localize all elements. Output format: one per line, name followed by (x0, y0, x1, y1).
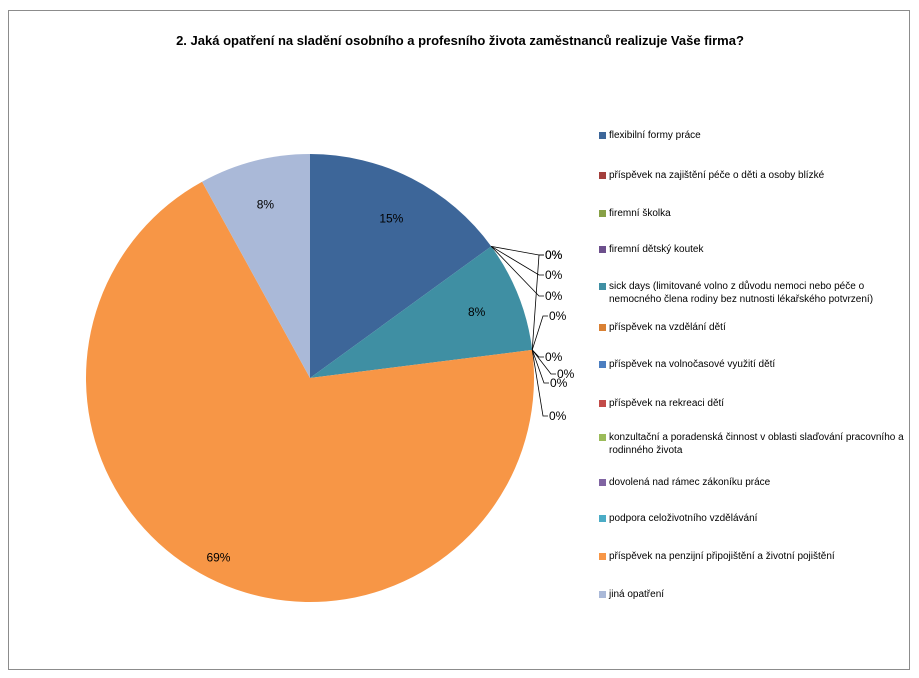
legend-label: konzultační a poradenská činnost v oblas… (609, 432, 904, 456)
legend-label: příspěvek na vzdělání dětí (609, 322, 726, 333)
chart-title: 2. Jaká opatření na sladění osobního a p… (176, 33, 744, 48)
legend-label: sick days (limitované volno z důvodu nem… (609, 281, 874, 305)
pie-slice (202, 154, 310, 378)
legend-label: firemní školka (609, 208, 671, 219)
data-label: 8% (257, 197, 275, 211)
data-label: 0% (545, 268, 563, 282)
data-label: 0% (545, 289, 563, 303)
data-label: 0% (545, 248, 563, 262)
legend-swatch (599, 591, 606, 598)
leader-line (531, 349, 548, 417)
pie-slice (310, 154, 492, 378)
legend-swatch (599, 434, 606, 441)
data-label: 15% (379, 211, 403, 225)
pie-chart: 15%8%69%8%0%0%0%0%0%0%0%0%0% (86, 154, 575, 603)
pie-slice (86, 181, 534, 603)
pie-slice (310, 246, 533, 378)
data-label: 0% (549, 309, 567, 323)
legend-label: flexibilní formy práce (609, 130, 701, 141)
legend-swatch (599, 324, 606, 331)
legend-label: příspěvek na volnočasové využití dětí (609, 359, 776, 370)
data-label: 0% (545, 248, 563, 262)
data-label: 69% (206, 551, 230, 565)
legend-swatch (599, 479, 606, 486)
legend-swatch (599, 246, 606, 253)
legend-label: příspěvek na zajištění péče o děti a oso… (609, 170, 825, 181)
data-label: 0% (545, 350, 563, 364)
legend-swatch (599, 172, 606, 179)
legend-swatch (599, 283, 606, 290)
legend-swatch (599, 132, 606, 139)
leader-line (531, 315, 548, 351)
leader-line (531, 349, 556, 375)
leader-line (531, 349, 549, 384)
legend-label: firemní dětský koutek (609, 244, 704, 255)
legend-swatch (599, 553, 606, 560)
legend-swatch (599, 515, 606, 522)
legend-label: podpora celoživotního vzdělávání (609, 513, 758, 524)
data-label: 0% (550, 376, 568, 390)
legend-swatch (599, 361, 606, 368)
legend-swatch (599, 210, 606, 217)
leader-line (531, 254, 544, 350)
data-label: 0% (549, 409, 567, 423)
data-label: 0% (557, 367, 575, 381)
legend-label: příspěvek na rekreaci dětí (609, 398, 725, 409)
legend-swatch (599, 400, 606, 407)
legend-label: jiná opatření (609, 589, 665, 600)
leader-line (491, 245, 544, 276)
leader-line (490, 246, 544, 297)
chart-area: 2. Jaká opatření na sladění osobního a p… (8, 10, 910, 670)
data-label: 8% (468, 305, 486, 319)
legend-label: příspěvek na penzijní připojištění a živ… (609, 551, 835, 562)
legend-label: dovolená nad rámec zákoníku práce (609, 477, 771, 488)
